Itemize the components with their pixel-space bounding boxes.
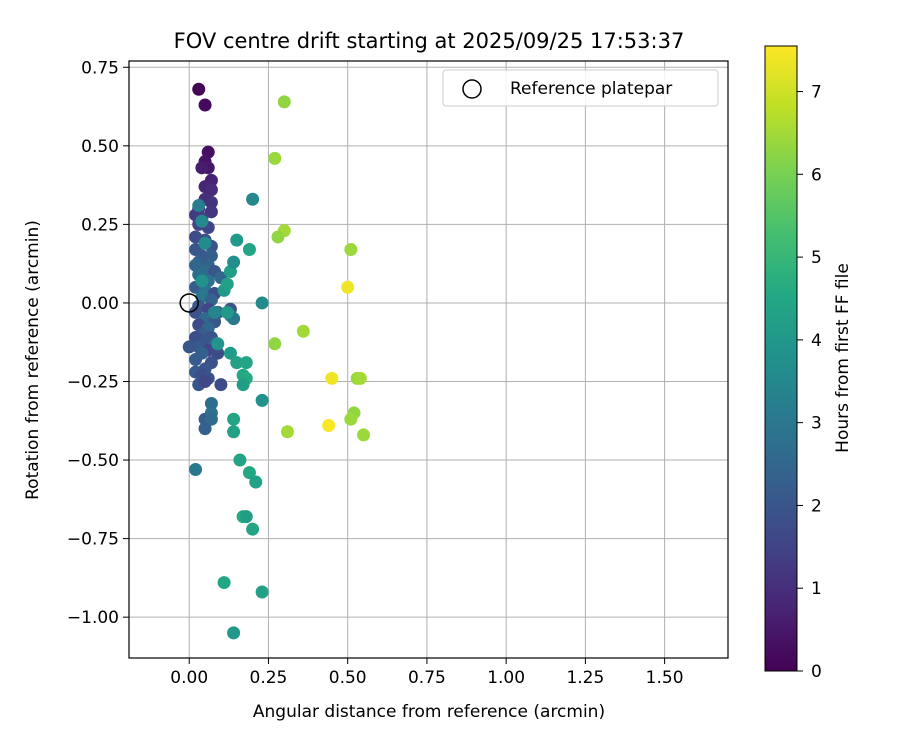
scatter-point	[214, 378, 228, 392]
scatter-point	[217, 576, 231, 590]
legend-box	[442, 69, 719, 107]
scatter-point	[230, 356, 244, 370]
scatter-point	[242, 243, 256, 257]
y-axis-ticks: −1.00 −0.75 −0.50 −0.25 0.00 0.25 0.50 0.75	[67, 58, 129, 628]
scatter-point	[204, 195, 218, 209]
scatter-point	[208, 305, 222, 319]
y-tick-label: 0.75	[81, 58, 119, 78]
y-tick-label: −0.25	[67, 372, 119, 392]
scatter-point	[189, 305, 203, 319]
scatter-point	[192, 199, 206, 213]
plot-frame	[128, 60, 729, 659]
scatter-point	[357, 428, 371, 442]
scatter-point	[233, 453, 247, 467]
legend-label: Reference platepar	[510, 79, 672, 99]
scatter-point	[268, 151, 282, 165]
y-tick-label: 0.25	[81, 215, 119, 235]
scatter-point	[277, 95, 291, 109]
scatter-point	[198, 98, 212, 112]
colorbar-gradient	[764, 45, 798, 672]
scatter-point	[255, 296, 269, 310]
scatter-point	[198, 374, 212, 388]
scatter-point	[211, 346, 225, 360]
scatter-point	[236, 378, 250, 392]
scatter-point	[227, 412, 241, 426]
x-tick-label: 1.00	[487, 668, 525, 688]
y-tick-label: −0.50	[67, 451, 119, 471]
scatter-point	[344, 243, 358, 257]
x-axis-label: Angular distance from reference (arcmin)	[253, 702, 605, 722]
y-tick-label: 0.50	[81, 137, 119, 157]
scatter-point	[195, 161, 209, 175]
scatter-point	[204, 183, 218, 197]
y-tick-label: 0.00	[81, 294, 119, 314]
colorbar-tick-label: 5	[811, 248, 822, 268]
scatter-point	[268, 337, 282, 351]
colorbar-tick-label: 6	[811, 165, 822, 185]
x-tick-label: 0.75	[408, 668, 446, 688]
scatter-point	[322, 418, 336, 432]
scatter-point	[220, 305, 234, 319]
scatter-point	[182, 340, 196, 354]
scatter-point	[195, 214, 209, 228]
scatter-point	[341, 280, 355, 294]
scatter-point	[204, 412, 218, 426]
y-tick-label: −1.00	[67, 608, 119, 628]
legend: Reference platepar	[442, 69, 719, 107]
colorbar-tick-label: 0	[811, 662, 822, 682]
x-tick-label: 0.00	[170, 668, 208, 688]
scatter-point	[192, 82, 206, 96]
scatter-point	[255, 585, 269, 599]
scatter-point	[353, 371, 367, 385]
legend-marker	[462, 79, 482, 99]
colorbar-tick-label: 2	[811, 496, 822, 516]
scatter-point	[249, 475, 263, 489]
scatter-point	[198, 236, 212, 250]
scatter-point	[195, 274, 209, 288]
scatter-point	[246, 192, 260, 206]
scatter-point	[296, 324, 310, 338]
x-tick-label: 0.25	[250, 668, 288, 688]
scatter-point	[204, 396, 218, 410]
scatter-point	[246, 522, 260, 536]
scatter-point	[325, 371, 339, 385]
scatter-point	[227, 255, 241, 269]
colorbar-tick-label: 7	[811, 83, 822, 103]
colorbar-tick-label: 1	[811, 579, 822, 599]
scatter-point	[223, 346, 237, 360]
scatter-point	[211, 337, 225, 351]
reference-platepar-marker	[179, 293, 199, 313]
colorbar-tick-label: 4	[811, 331, 822, 351]
colorbar-tick-label: 3	[811, 414, 822, 434]
x-axis-ticks: 0.00 0.25 0.50 0.75 1.00 1.25 1.50	[170, 658, 684, 688]
scatter-point	[230, 233, 244, 247]
scatter-point	[271, 230, 285, 244]
y-tick-label: −0.75	[67, 530, 119, 550]
x-tick-label: 1.25	[566, 668, 604, 688]
scatter-point	[189, 353, 203, 366]
scatter-point	[239, 510, 253, 524]
scatter-point	[189, 462, 203, 476]
scatter-point	[280, 425, 294, 439]
scatter-point	[239, 356, 253, 370]
scatter-point	[344, 412, 358, 426]
scatter-point	[227, 425, 241, 439]
colorbar-ticks: 0 1 2 3 4 5 6 7	[797, 83, 822, 682]
colorbar-label: Hours from first FF file	[833, 263, 853, 453]
scatter-point	[255, 393, 269, 407]
x-tick-label: 0.50	[329, 668, 367, 688]
data-points	[182, 82, 371, 640]
scatter-point	[198, 422, 212, 436]
scatter-point	[242, 466, 256, 480]
x-tick-label: 1.50	[646, 668, 684, 688]
y-axis-label: Rotation from reference (arcmin)	[23, 220, 43, 500]
colorbar: 0 1 2 3 4 5 6 7 Hours from first FF file	[764, 45, 853, 682]
scatter-point	[204, 205, 218, 219]
scatter-point	[227, 626, 241, 640]
chart-title: FOV centre drift starting at 2025/09/25 …	[174, 29, 685, 53]
scatter-point	[220, 277, 234, 291]
